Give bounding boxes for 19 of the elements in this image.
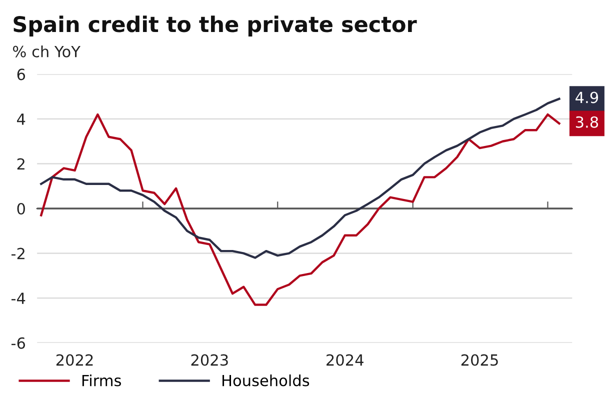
legend-label: Firms [82,374,121,386]
y-tick-label: 4 [17,114,26,125]
chart-subtitle: % ch YoY [13,46,80,58]
x-tick-label: 2024 [326,354,364,366]
x-tick-label: 2022 [56,354,93,366]
y-tick-label: 0 [17,202,25,215]
data-label: 4.9 [576,92,598,104]
x-tick-label: 2023 [191,354,228,366]
y-tick-label: -6 [11,337,26,349]
y-tick-label: -2 [11,248,24,260]
chart-title: Spain credit to the private sector [14,16,417,36]
legend-label: Households [222,374,310,386]
y-tick-label: -4 [11,292,26,304]
y-tick-label: 6 [17,68,26,80]
data-label: 3.8 [576,116,598,128]
line-series [40,98,560,259]
x-tick-label: 2025 [461,354,498,366]
line-series [40,113,560,306]
y-tick-label: 2 [17,158,24,170]
